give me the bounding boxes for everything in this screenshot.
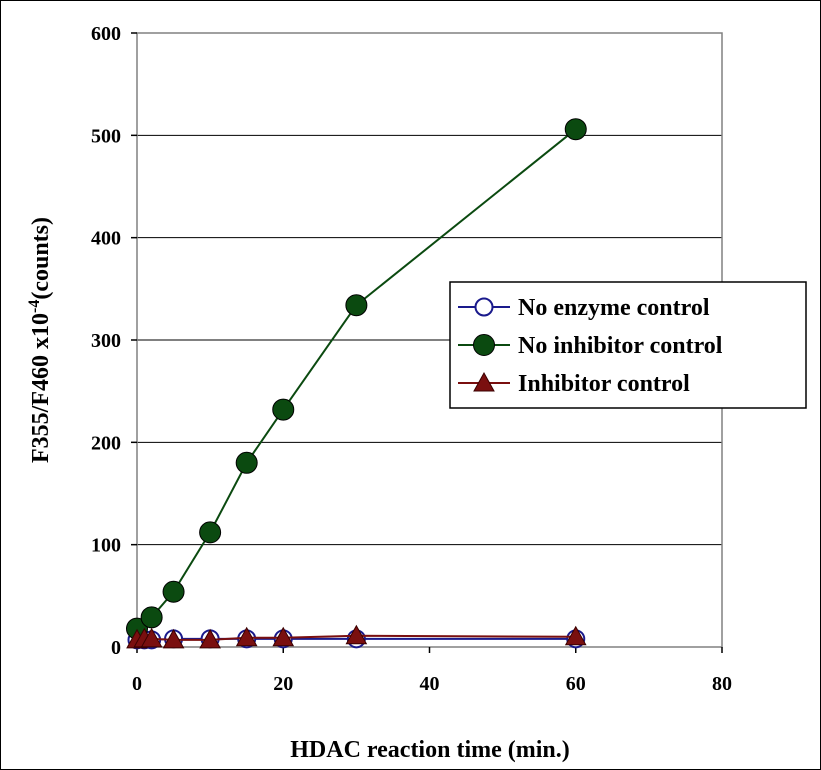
data-point: [235, 626, 258, 647]
x-tick-label: 60: [566, 673, 586, 695]
y-axis-title-main: F355/F460 x10: [28, 313, 54, 463]
legend-label: No inhibitor control: [518, 333, 723, 359]
legend-marker: [474, 297, 494, 317]
x-tick-label: 0: [132, 673, 142, 695]
y-tick-label: 100: [91, 535, 121, 557]
legend-label: No enzyme control: [518, 295, 710, 321]
y-tick-label: 200: [91, 432, 121, 454]
data-point: [140, 627, 163, 648]
data-point: [199, 628, 221, 649]
y-axis-title-tail: (counts): [28, 217, 54, 300]
data-point: [564, 118, 587, 141]
y-tick-label: 600: [91, 23, 121, 45]
series-layer: [126, 118, 587, 650]
y-tick-label: 300: [91, 330, 121, 352]
data-point: [199, 521, 222, 544]
data-point: [162, 580, 185, 603]
y-tick-label: 0: [111, 637, 121, 659]
legend-marker: [473, 371, 495, 392]
data-point: [345, 624, 368, 645]
x-axis-title: HDAC reaction time (min.): [290, 737, 570, 763]
tick-labels: 0 100 200 300 400 500 600 0 20 40 60 80: [91, 23, 732, 695]
data-point: [345, 294, 368, 317]
x-tick-label: 20: [273, 673, 293, 695]
data-point: [140, 606, 163, 629]
series-2: [126, 118, 587, 640]
grid-lines: [137, 134, 722, 546]
y-tick-label: 400: [91, 228, 121, 250]
y-axis-title: F355/F460 x10-4(counts): [26, 217, 54, 463]
data-point: [235, 451, 258, 474]
series-3: [126, 624, 587, 649]
data-point: [272, 398, 295, 421]
legend-label: Inhibitor control: [518, 371, 690, 397]
data-point: [564, 625, 587, 646]
data-point: [162, 628, 185, 649]
y-axis-title-sup: -4: [26, 300, 43, 313]
x-tick-label: 80: [712, 673, 732, 695]
data-point: [272, 626, 295, 647]
legend: No enzyme control No inhibitor control Inh…: [449, 281, 807, 409]
y-tick-label: 500: [91, 125, 121, 147]
x-tick-label: 40: [420, 673, 440, 695]
legend-marker: [473, 334, 495, 356]
